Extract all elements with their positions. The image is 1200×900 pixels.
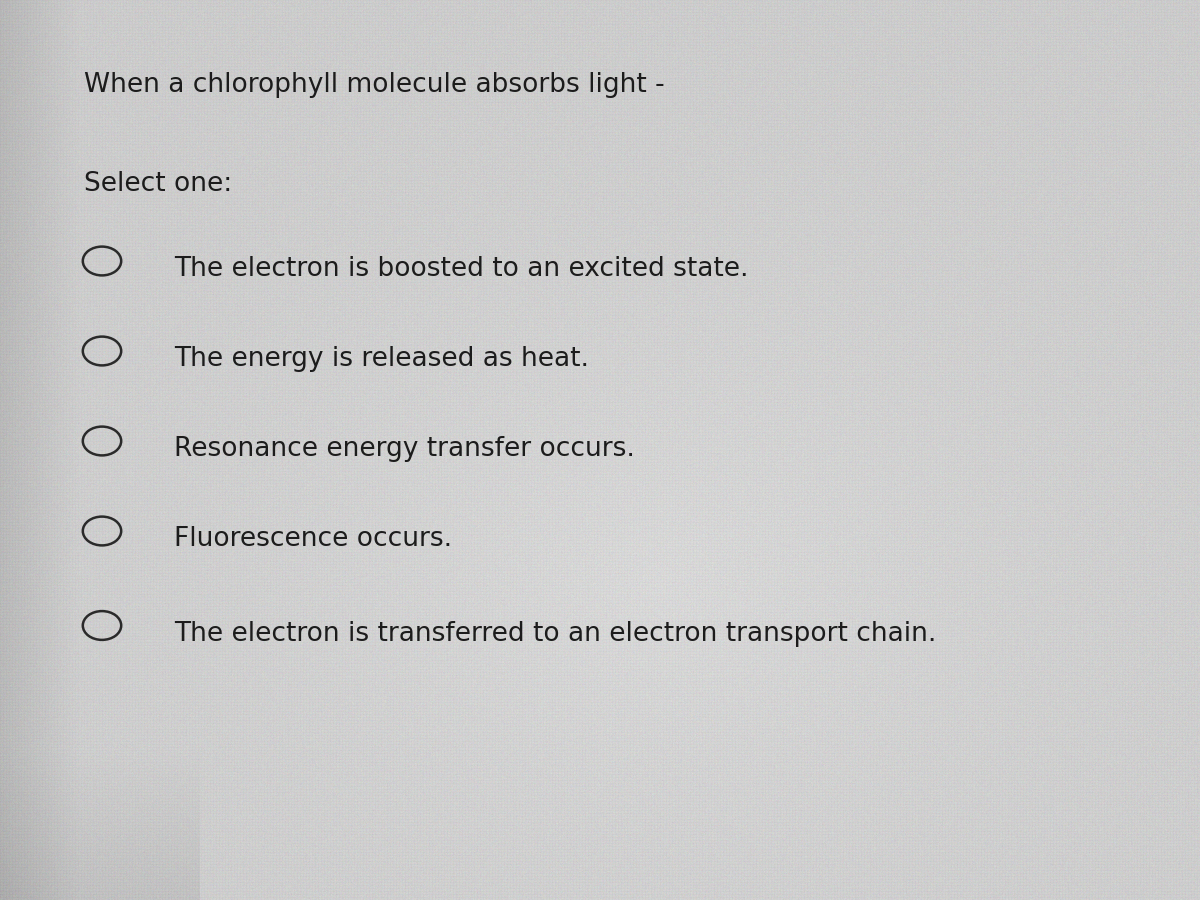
Text: The electron is boosted to an excited state.: The electron is boosted to an excited st… — [174, 256, 749, 283]
Text: When a chlorophyll molecule absorbs light -: When a chlorophyll molecule absorbs ligh… — [84, 72, 665, 98]
Text: The electron is transferred to an electron transport chain.: The electron is transferred to an electr… — [174, 621, 936, 647]
Text: The energy is released as heat.: The energy is released as heat. — [174, 346, 589, 373]
Text: Select one:: Select one: — [84, 171, 233, 197]
Text: Fluorescence occurs.: Fluorescence occurs. — [174, 526, 452, 553]
Text: Resonance energy transfer occurs.: Resonance energy transfer occurs. — [174, 436, 635, 463]
